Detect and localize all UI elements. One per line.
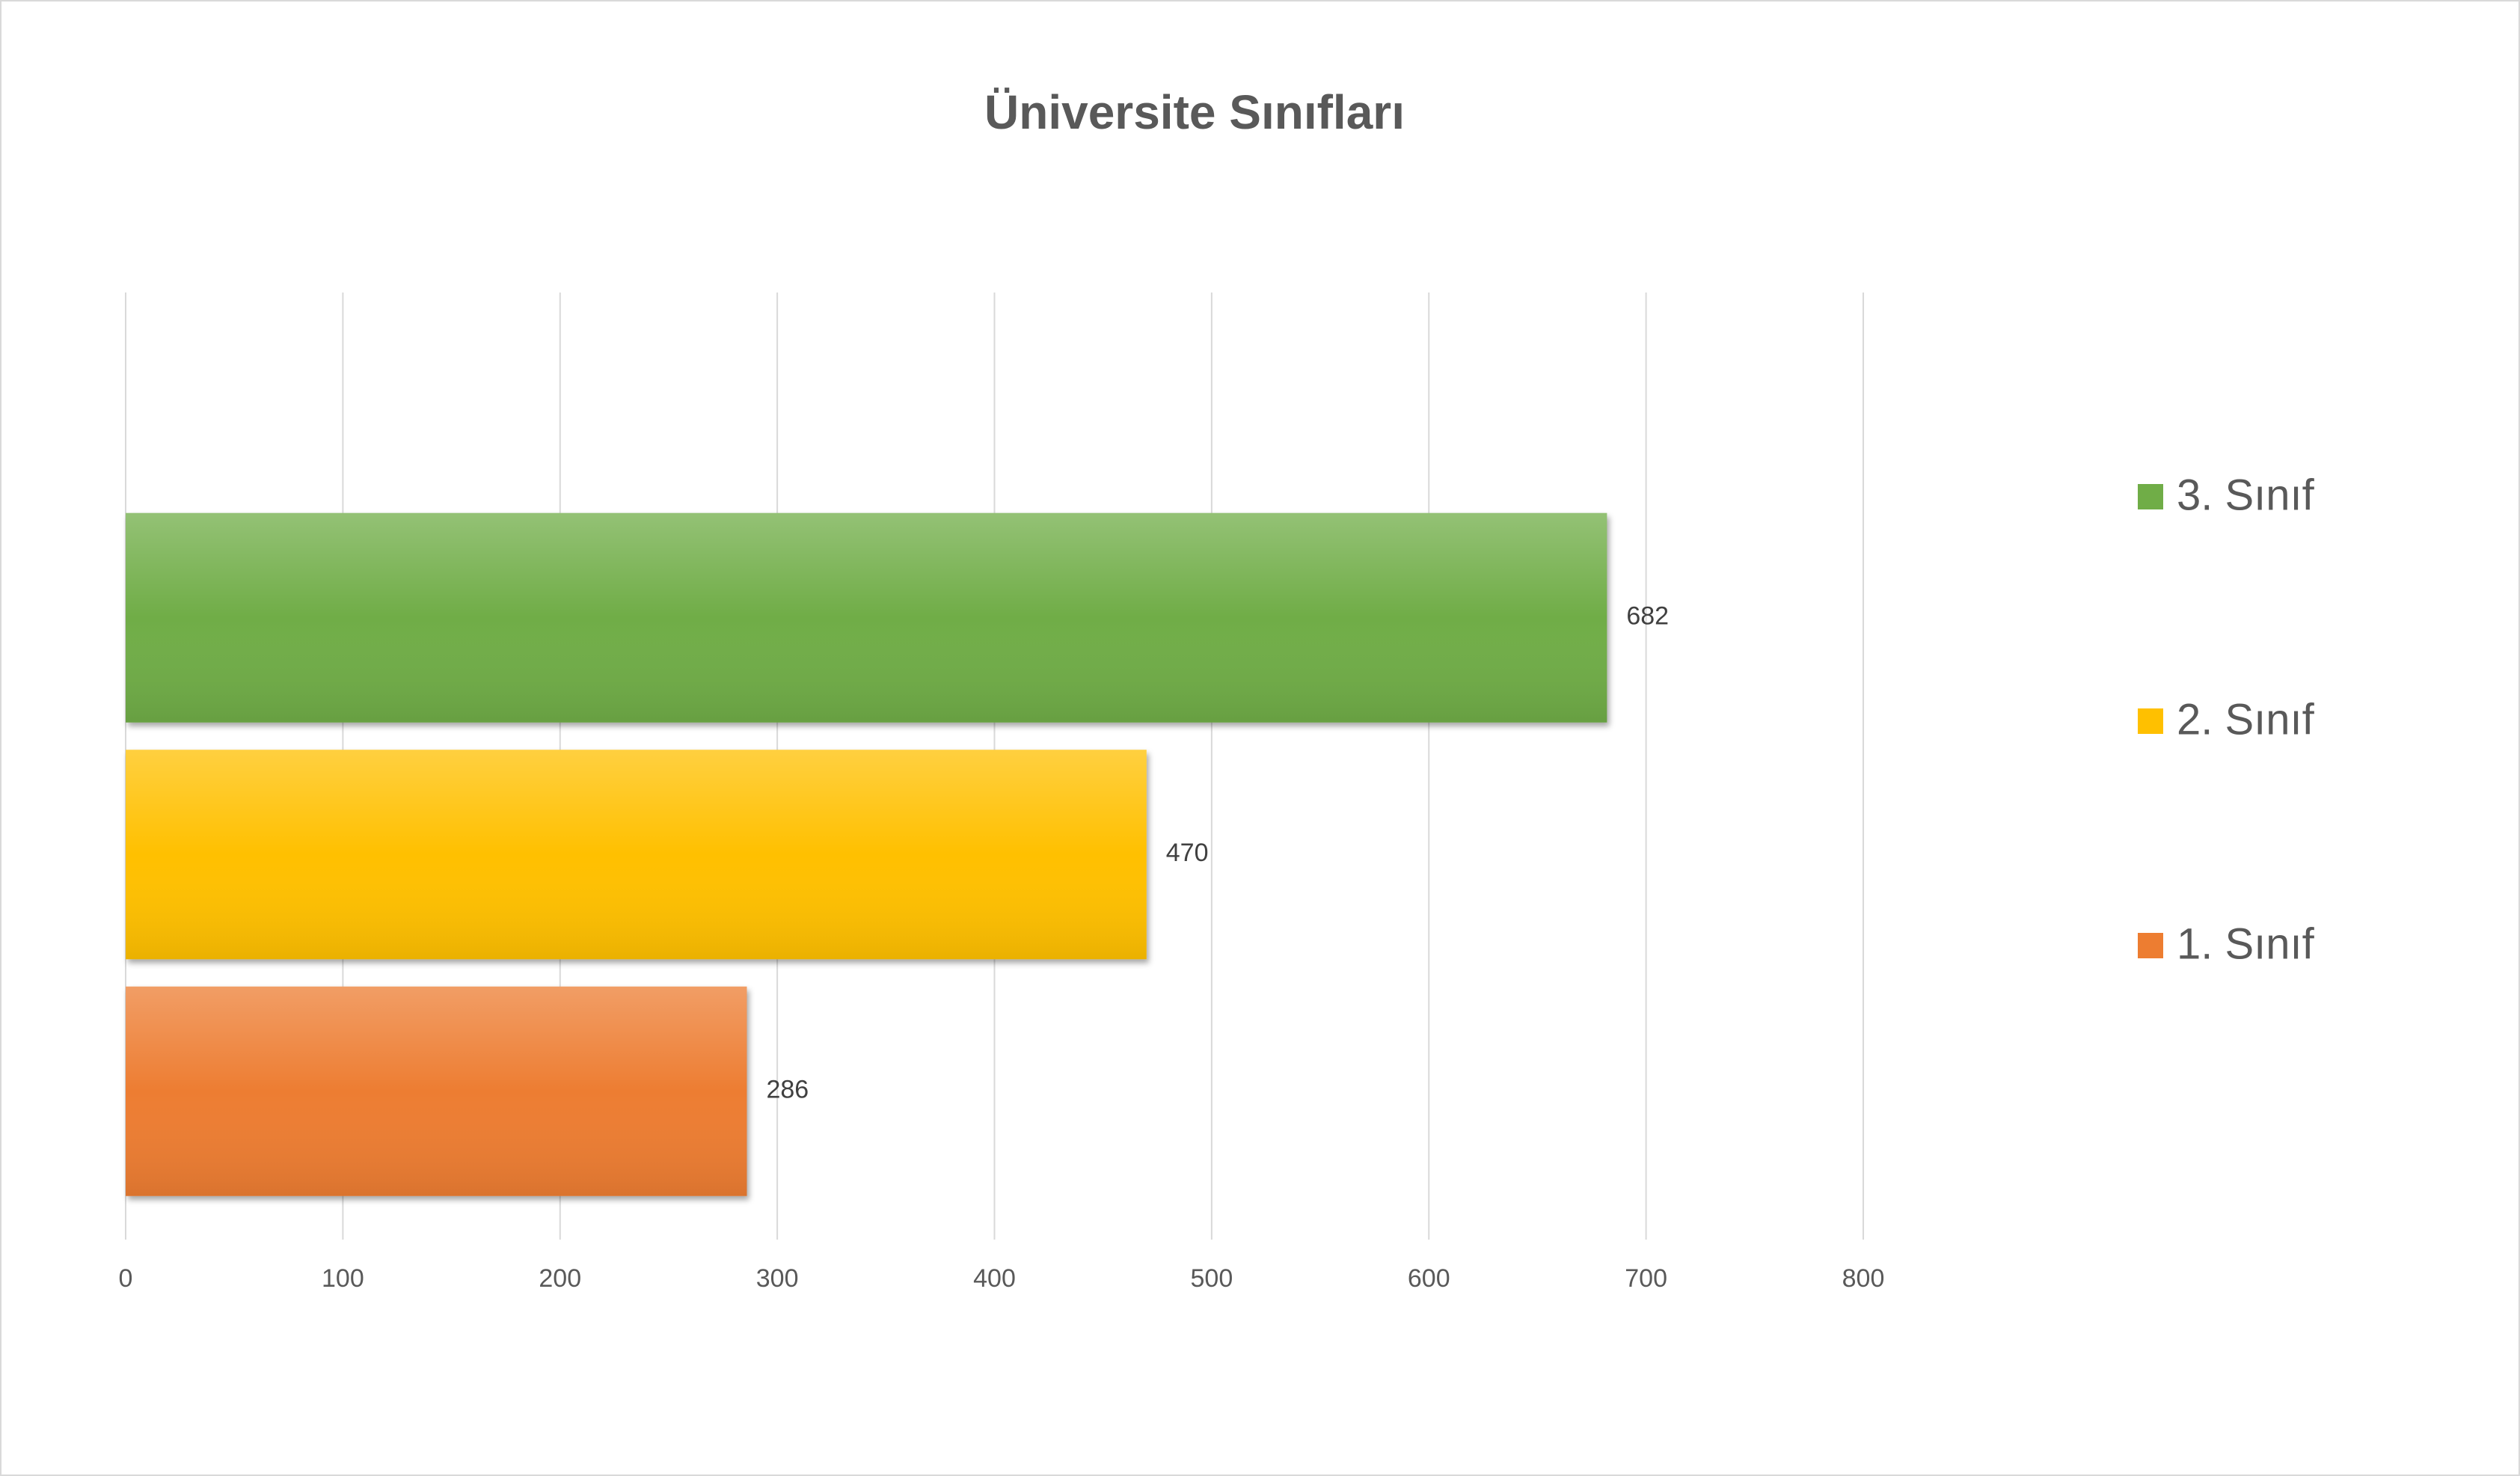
x-tick-label: 0: [119, 1264, 133, 1293]
legend-swatch: [2138, 708, 2163, 734]
data-label: 286: [766, 1076, 809, 1104]
x-tick-label: 800: [1842, 1264, 1885, 1293]
x-tick-label: 400: [973, 1264, 1016, 1293]
bar-gloss: [126, 512, 1607, 723]
x-tick-label: 700: [1625, 1264, 1667, 1293]
bar-gloss: [126, 750, 1147, 960]
legend-label: 3. Sınıf: [2177, 471, 2315, 519]
legend-swatch: [2138, 933, 2163, 958]
data-label: 470: [1166, 839, 1209, 867]
legend-label: 2. Sınıf: [2177, 695, 2315, 744]
chart-title: Üniversite Sınıfları: [984, 85, 1405, 139]
x-tick-label: 600: [1408, 1264, 1450, 1293]
legend-swatch: [2138, 484, 2163, 509]
bar-gloss: [126, 986, 747, 1196]
data-label: 682: [1626, 602, 1669, 631]
x-tick-label: 200: [539, 1264, 581, 1293]
x-tick-label: 300: [756, 1264, 799, 1293]
x-tick-label: 500: [1191, 1264, 1233, 1293]
x-tick-label: 100: [322, 1264, 364, 1293]
legend-label: 1. Sınıf: [2177, 919, 2315, 968]
